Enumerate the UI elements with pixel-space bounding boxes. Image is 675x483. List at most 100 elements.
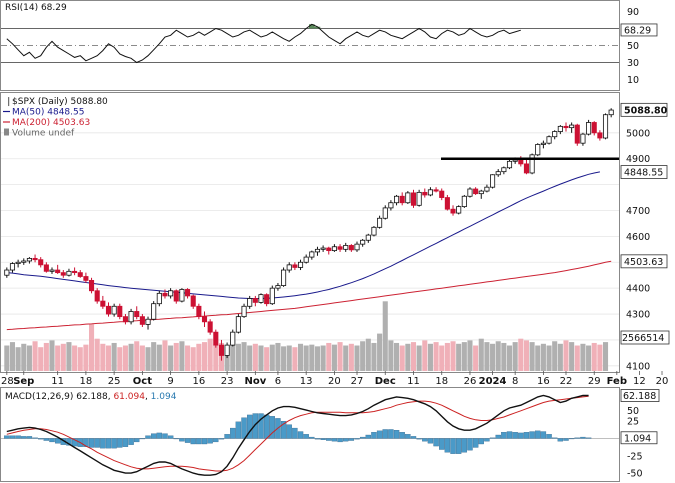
macd-histogram-bar bbox=[557, 438, 564, 442]
candle-body bbox=[94, 290, 100, 302]
volume-bar bbox=[185, 345, 191, 371]
macd-histogram-bar bbox=[461, 438, 468, 453]
x-tick-label: Feb bbox=[607, 376, 627, 387]
volume-bar bbox=[501, 342, 507, 371]
candle-body bbox=[512, 159, 518, 162]
volume-bar bbox=[168, 345, 174, 371]
x-tick-label: 25 bbox=[108, 376, 121, 387]
x-tick-label: 28 bbox=[1, 376, 14, 387]
macd-histogram-bar bbox=[382, 429, 388, 439]
volume-bar bbox=[252, 343, 258, 371]
macd-histogram-bar bbox=[489, 437, 496, 439]
volume-bar bbox=[201, 342, 208, 371]
macd-histogram-bar bbox=[365, 434, 371, 439]
volume-bar bbox=[314, 346, 321, 371]
candle-body bbox=[416, 191, 422, 206]
candle-body bbox=[9, 263, 16, 271]
macd-histogram-bar bbox=[535, 430, 541, 439]
candle-body bbox=[309, 251, 315, 258]
candle-body bbox=[371, 226, 377, 236]
macd-histogram-bar bbox=[128, 438, 134, 445]
candle-body bbox=[314, 248, 321, 253]
candle-body bbox=[450, 208, 456, 214]
macd-tick-label: -50 bbox=[627, 469, 643, 480]
macd-histogram-bar bbox=[444, 438, 451, 453]
x-tick-label: 16 bbox=[537, 376, 550, 387]
macd-histogram-bar bbox=[21, 436, 27, 439]
volume-bar bbox=[156, 344, 162, 371]
volume-bar bbox=[586, 345, 592, 371]
candle-body bbox=[151, 303, 157, 320]
macd-histogram-bar bbox=[150, 433, 157, 439]
macd-histogram-bar bbox=[179, 438, 185, 442]
candle-body bbox=[201, 316, 208, 323]
volume-bar bbox=[331, 344, 337, 371]
candle-body bbox=[506, 160, 513, 169]
volume-tag: 2566514 bbox=[622, 333, 664, 344]
ma200-tag-box bbox=[620, 254, 668, 269]
candle-body bbox=[365, 234, 371, 241]
volume-bar bbox=[495, 341, 501, 371]
volume-bar bbox=[173, 342, 179, 371]
volume-bar bbox=[66, 342, 72, 371]
x-tick-label: 12 bbox=[633, 376, 646, 387]
volume-bar bbox=[207, 338, 213, 371]
volume-bar bbox=[21, 343, 27, 371]
volume-bar bbox=[563, 340, 569, 371]
volume-bar bbox=[247, 345, 253, 371]
volume-bar bbox=[224, 345, 230, 371]
macd-histogram-bar bbox=[472, 438, 479, 448]
volume-bar bbox=[122, 345, 128, 371]
candle-body bbox=[89, 279, 95, 292]
x-tick-label: 18 bbox=[80, 376, 93, 387]
x-tick-label: 11 bbox=[51, 376, 64, 387]
macd-histogram-bar bbox=[230, 427, 236, 439]
volume-bar bbox=[365, 338, 371, 371]
candle-body bbox=[100, 300, 106, 307]
legend-volume-icon bbox=[4, 128, 9, 136]
candle-body bbox=[591, 122, 597, 134]
volume-bar bbox=[9, 342, 16, 371]
macd-tick-label: 25 bbox=[627, 417, 639, 428]
candle-body bbox=[105, 305, 112, 315]
candle-body bbox=[38, 259, 44, 266]
volume-bar bbox=[377, 333, 383, 371]
volume-bar bbox=[461, 342, 467, 371]
x-tick-label: 9 bbox=[167, 376, 173, 387]
candle-body bbox=[535, 144, 541, 156]
candle-body bbox=[241, 305, 247, 318]
volume-bar bbox=[139, 345, 145, 371]
candle-body bbox=[337, 246, 343, 250]
volume-bar bbox=[410, 342, 417, 371]
macd-histogram-bar bbox=[529, 431, 535, 439]
macd-value-tag-box bbox=[620, 389, 660, 402]
volume-bar bbox=[111, 342, 117, 371]
macd-histogram-bar bbox=[207, 438, 213, 444]
macd-histogram-bar bbox=[540, 431, 547, 439]
candle-body bbox=[563, 125, 569, 129]
macd-histogram-bar bbox=[416, 438, 422, 440]
volume-bar bbox=[213, 344, 219, 371]
candle-body bbox=[422, 191, 428, 196]
last-price-tag: 5088.80 bbox=[624, 105, 668, 116]
macd-histogram-bar bbox=[100, 438, 106, 449]
candle-body bbox=[331, 246, 337, 252]
volume-bar bbox=[49, 340, 55, 371]
candle-body bbox=[168, 290, 174, 297]
volume-bar bbox=[43, 342, 49, 371]
candle-body bbox=[4, 269, 10, 276]
candle-body bbox=[49, 269, 55, 272]
volume-bar bbox=[506, 345, 513, 371]
rsi-panel: RSI(14) 68.29 90 50 30 10 68.29 bbox=[0, 0, 658, 91]
macd-histogram-bar bbox=[433, 438, 439, 447]
volume-bar bbox=[388, 340, 394, 371]
candle-body bbox=[388, 202, 394, 209]
x-tick-label: Oct bbox=[133, 376, 152, 387]
candle-body bbox=[43, 264, 49, 272]
candle-body bbox=[439, 190, 445, 198]
macd-panel: MACD(12,26,9) 62.188, 61.094, 1.094 25 -2… bbox=[0, 387, 660, 482]
x-tick-label: 6 bbox=[275, 376, 281, 387]
volume-bar bbox=[292, 347, 298, 371]
candle-body bbox=[382, 207, 388, 219]
candle-body bbox=[72, 270, 78, 274]
